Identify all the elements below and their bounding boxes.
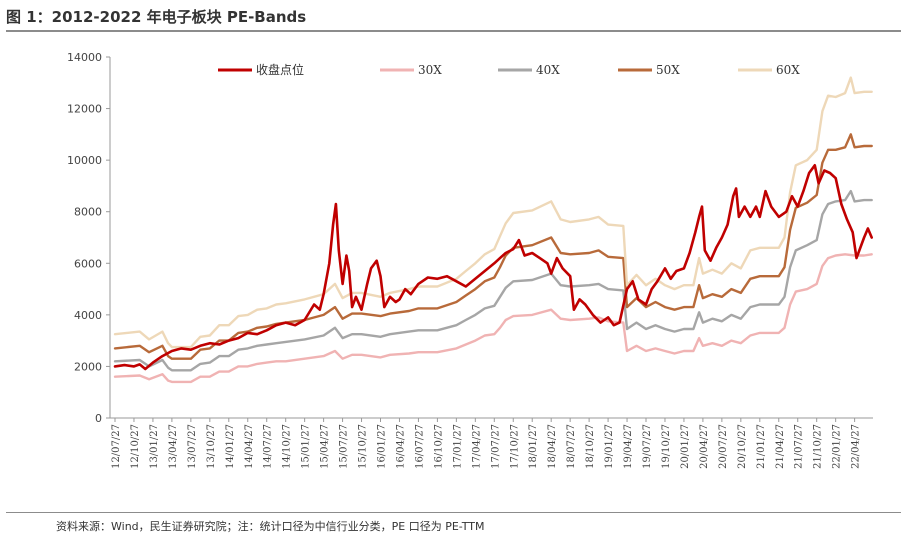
title-divider	[6, 30, 901, 32]
x-tick-label: 17/10/27	[509, 424, 520, 469]
legend-label: 50X	[656, 63, 680, 77]
series-line-50X	[113, 133, 873, 360]
x-tick-label: 12/10/27	[130, 424, 141, 469]
legend-label: 60X	[776, 63, 800, 77]
legend-label: 收盘点位	[256, 62, 304, 77]
x-tick-label: 14/04/27	[244, 424, 255, 469]
x-tick-label: 19/04/27	[623, 424, 634, 469]
source-note: 资料来源：Wind，民生证券研究院；注：统计口径为中信行业分类，PE 口径为 P…	[56, 520, 485, 533]
x-tick-label: 12/07/27	[111, 424, 122, 469]
x-tick-label: 18/01/27	[528, 424, 539, 469]
y-tick-label: 10000	[67, 154, 102, 167]
y-tick-label: 12000	[67, 103, 102, 116]
y-tick-label: 6000	[74, 257, 102, 270]
x-tick-label: 21/07/27	[794, 424, 805, 469]
x-tick-label: 21/10/27	[813, 424, 824, 469]
x-tick-label: 14/01/27	[225, 424, 236, 469]
x-tick-label: 19/01/27	[604, 424, 615, 469]
chart-axes: 0 2000 4000 6000 8000 10000 12000 14000 12/07/27…	[67, 51, 873, 469]
x-tick-label: 22/01/27	[832, 424, 843, 469]
x-tick-label: 13/04/27	[168, 424, 179, 469]
y-tick-label: 14000	[67, 51, 102, 64]
x-tick-label: 16/04/27	[395, 424, 406, 469]
x-tick-label: 19/07/27	[642, 424, 653, 469]
chart-legend: 收盘点位 30X 40X 50X 60X	[218, 62, 800, 77]
x-tick-label: 21/04/27	[775, 424, 786, 469]
x-tick-label: 18/10/27	[585, 424, 596, 469]
source-divider	[6, 512, 901, 513]
x-tick-label: 18/07/27	[566, 424, 577, 469]
series-line-收盘点位	[113, 164, 873, 371]
x-tick-label: 14/07/27	[263, 424, 274, 469]
x-tick-label: 16/10/27	[433, 424, 444, 469]
x-tick-label: 16/07/27	[414, 424, 425, 469]
x-tick-label: 17/01/27	[452, 424, 463, 469]
x-tick-label: 16/01/27	[377, 424, 388, 469]
x-tick-label: 15/07/27	[339, 424, 350, 469]
legend-label: 30X	[418, 63, 442, 77]
x-tick-label: 20/10/27	[737, 424, 748, 469]
x-tick-label: 13/07/27	[187, 424, 198, 469]
series-line-40X	[113, 189, 873, 372]
x-tick-label: 22/04/27	[851, 424, 862, 469]
x-tick-label: 15/01/27	[301, 424, 312, 469]
x-tick-label: 20/04/27	[699, 424, 710, 469]
x-tick-label: 17/07/27	[490, 424, 501, 469]
y-tick-label: 4000	[74, 309, 102, 322]
x-tick-label: 14/10/27	[282, 424, 293, 469]
x-tick-label: 18/04/27	[547, 424, 558, 469]
x-tick-label: 13/10/27	[206, 424, 217, 469]
legend-label: 40X	[536, 63, 560, 77]
chart-series-group	[113, 76, 873, 384]
x-tick-label: 15/10/27	[358, 424, 369, 469]
x-tick-label: 15/04/27	[320, 424, 331, 469]
y-tick-label: 2000	[74, 360, 102, 373]
x-tick-label: 17/04/27	[471, 424, 482, 469]
x-tick-label: 19/10/27	[661, 424, 672, 469]
series-line-60X	[113, 76, 873, 349]
x-tick-label: 20/07/27	[718, 424, 729, 469]
series-line-30X	[113, 253, 873, 384]
figure-title: 图 1：2012-2022 年电子板块 PE-Bands	[6, 8, 307, 26]
x-tick-label: 13/01/27	[149, 424, 160, 469]
pe-bands-chart: 0 2000 4000 6000 8000 10000 12000 14000 12/07/27…	[67, 51, 873, 469]
y-tick-label: 8000	[74, 206, 102, 219]
x-tick-label: 21/01/27	[756, 424, 767, 469]
x-tick-label: 20/01/27	[680, 424, 691, 469]
y-tick-label: 0	[95, 412, 102, 425]
